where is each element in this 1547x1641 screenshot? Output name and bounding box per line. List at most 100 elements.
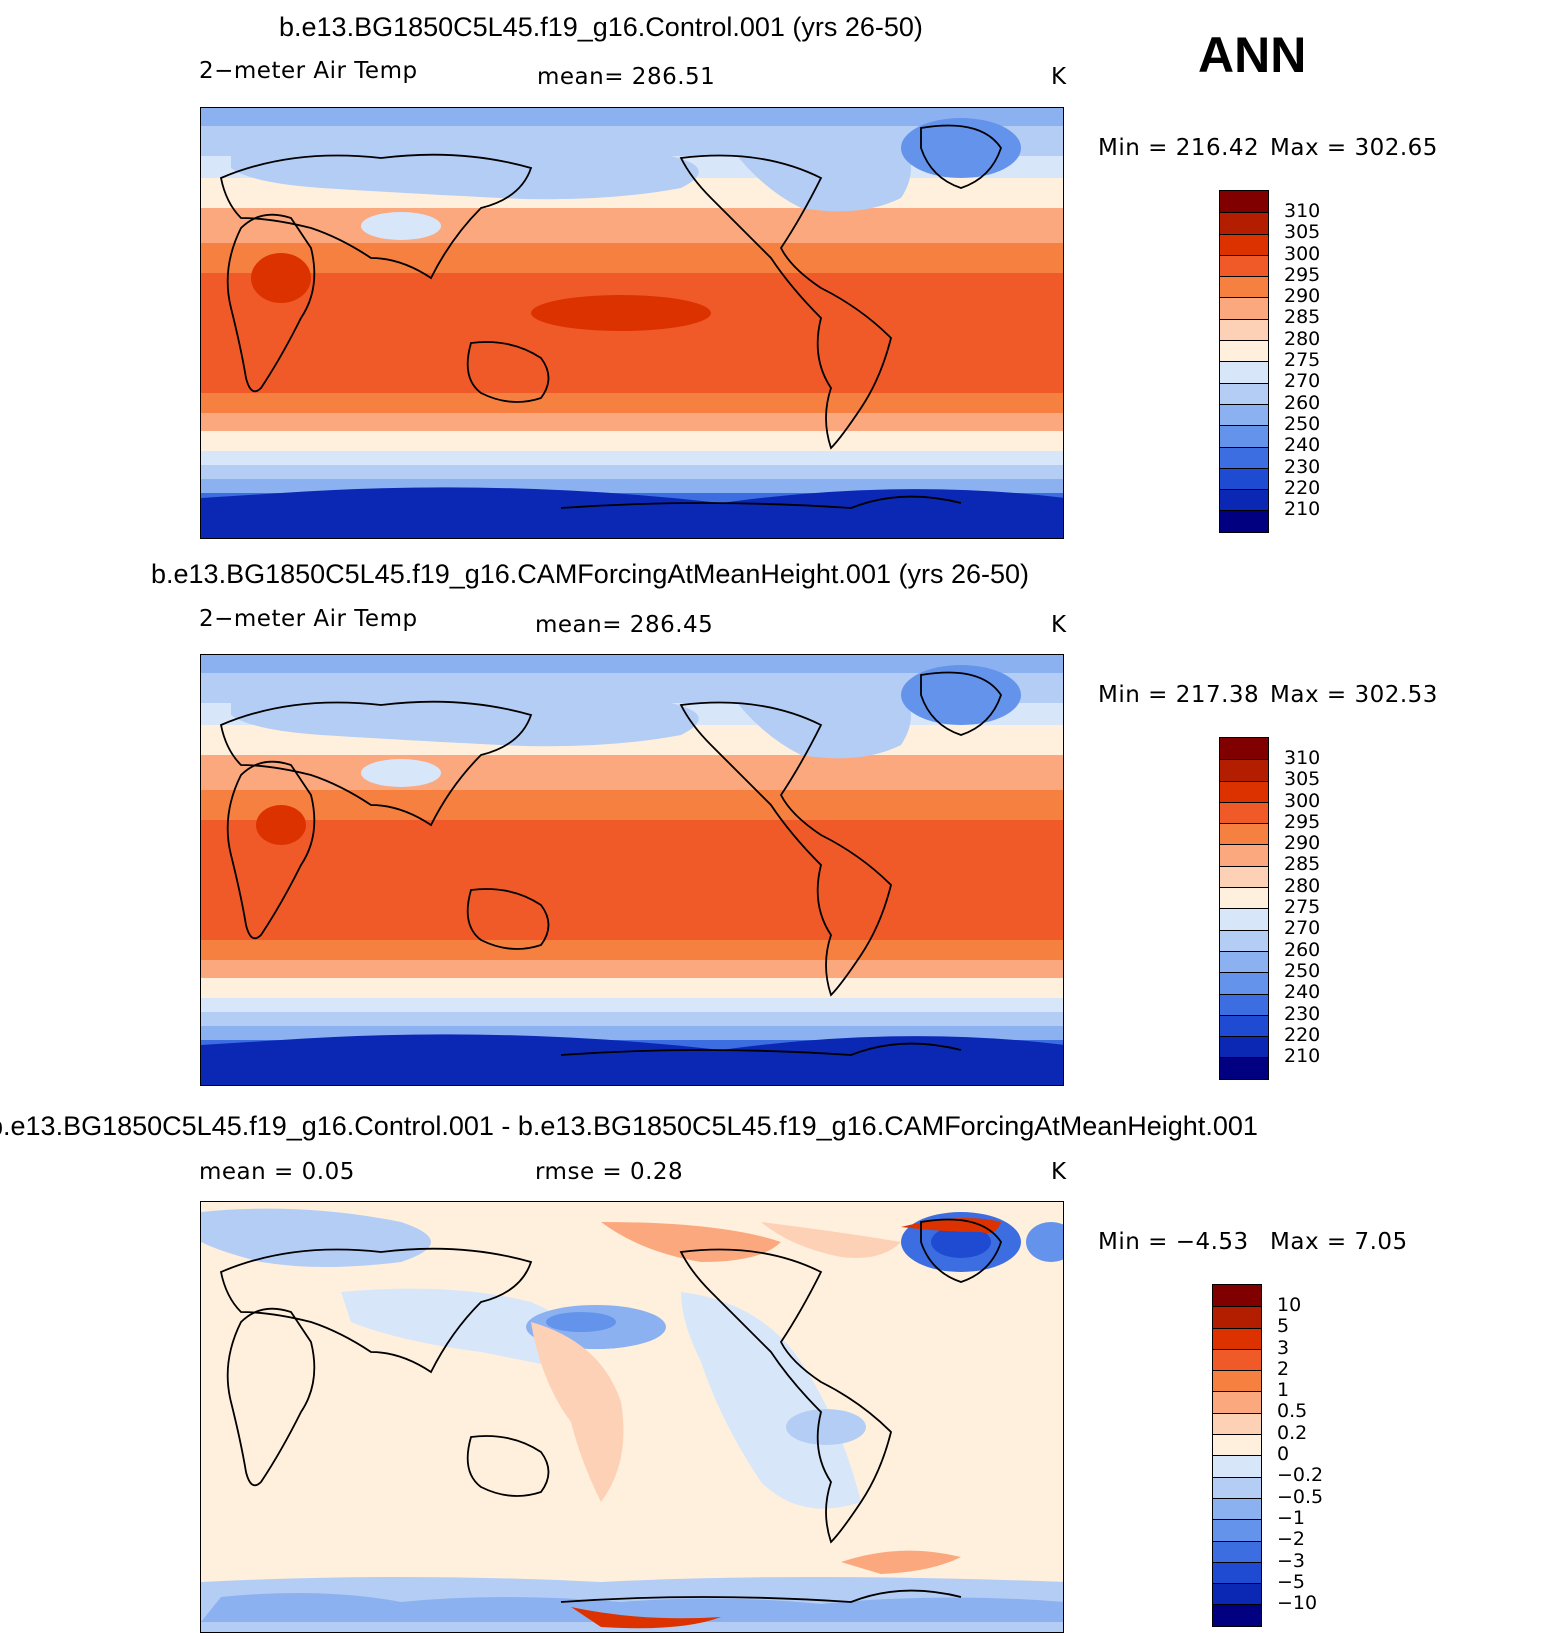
colorbar-segment xyxy=(1220,403,1268,426)
colorbar-segment xyxy=(1220,950,1268,973)
panel2-mean: mean= 286.45 xyxy=(535,612,714,638)
colorbar-segment xyxy=(1220,759,1268,781)
colorbar-tick-label: 240 xyxy=(1284,981,1321,1004)
colorbar-tick-label: 250 xyxy=(1284,959,1321,982)
colorbar-tick-label: 300 xyxy=(1284,789,1321,812)
colorbar-tick-label: 310 xyxy=(1284,200,1321,222)
colorbar-segment xyxy=(1220,1036,1268,1058)
colorbar-segment xyxy=(1220,1057,1268,1079)
colorbar-segment xyxy=(1220,254,1268,277)
colorbar-segment xyxy=(1220,865,1268,888)
colorbar-tick-label: 230 xyxy=(1284,1002,1321,1025)
colorbar-segment xyxy=(1220,780,1268,802)
colorbar-segment xyxy=(1220,993,1268,1015)
colorbar-tick-label: 240 xyxy=(1284,434,1321,457)
colorbar-tick-label: 220 xyxy=(1284,1023,1321,1046)
colorbar-tick-label: 1 xyxy=(1277,1379,1290,1402)
colorbar-segment xyxy=(1220,297,1268,319)
colorbar-tick-label: 310 xyxy=(1284,747,1321,769)
colorbar-tick-label: 210 xyxy=(1284,1045,1321,1068)
colorbar-segment xyxy=(1213,1519,1261,1541)
colorbar-tick-label: 220 xyxy=(1284,476,1321,499)
panel2-title: b.e13.BG1850C5L45.f19_g16.CAMForcingAtMe… xyxy=(151,559,1030,589)
colorbar-segment xyxy=(1213,1604,1261,1626)
colorbar-segment xyxy=(1220,233,1268,255)
colorbar-segment xyxy=(1220,318,1268,341)
colorbar-tick-label: 295 xyxy=(1284,810,1321,833)
colorbar-segment xyxy=(1220,801,1268,824)
panel1-max: Max = 302.65 xyxy=(1270,135,1438,161)
colorbar-segment xyxy=(1220,823,1268,845)
colorbar-tick-label: 285 xyxy=(1284,853,1321,876)
colorbar-tick-label: 210 xyxy=(1284,498,1321,521)
colorbar-tick-label: 0 xyxy=(1277,1443,1290,1466)
colorbar-tick-label: 300 xyxy=(1284,242,1321,265)
colorbar-tick-label: 10 xyxy=(1277,1294,1302,1316)
colorbar-tick-label: 260 xyxy=(1284,391,1321,414)
panel3-title: b.e13.BG1850C5L45.f19_g16.Control.001 - … xyxy=(0,1111,1258,1141)
colorbar-tick-label: −2 xyxy=(1277,1528,1306,1551)
colorbar-segment xyxy=(1220,361,1268,383)
panel1-min: Min = 216.42 xyxy=(1098,135,1260,161)
panel3-colorbar-ticks: 10 5 3 2 1 0.5 0.2 0 −0.2 −0.5 −1 −2 −3 −5 −10 xyxy=(1277,1294,1324,1614)
colorbar-segment xyxy=(1213,1412,1261,1435)
colorbar-segment xyxy=(1220,738,1268,760)
colorbar-tick-label: 270 xyxy=(1284,917,1321,940)
panel2-units: K xyxy=(1051,612,1067,638)
colorbar-tick-label: −3 xyxy=(1277,1549,1306,1572)
panel3-max: Max = 7.05 xyxy=(1270,1229,1408,1255)
colorbar-segment xyxy=(1220,212,1268,234)
colorbar-segment xyxy=(1213,1476,1261,1498)
colorbar-segment xyxy=(1213,1540,1261,1562)
colorbar-tick-label: 275 xyxy=(1284,896,1321,919)
colorbar-tick-label: 280 xyxy=(1284,874,1321,897)
panel1-colorbar-ticks: 310 305 300 295 290 285 280 275 270 260 250 240 230 2… xyxy=(1284,200,1321,521)
panel2-max: Max = 302.53 xyxy=(1270,682,1438,708)
panel3-min: Min = −4.53 xyxy=(1098,1229,1249,1255)
colorbar-segment xyxy=(1213,1497,1261,1520)
colorbar-tick-label: −0.2 xyxy=(1277,1464,1324,1487)
panel1-units: K xyxy=(1051,64,1067,90)
colorbar-tick-label: 5 xyxy=(1277,1315,1290,1338)
colorbar-segment xyxy=(1213,1434,1261,1456)
panel3-map xyxy=(200,1201,1064,1633)
panel1-map xyxy=(200,107,1064,539)
colorbar-segment xyxy=(1220,446,1268,468)
colorbar-segment xyxy=(1220,489,1268,511)
panel2-map xyxy=(200,654,1064,1086)
colorbar-tick-label: 0.5 xyxy=(1277,1400,1308,1423)
panel2-colorbar-ticks: 310 305 300 295 290 285 280 275 270 260 250 240 230 2… xyxy=(1284,747,1321,1068)
colorbar-tick-label: 270 xyxy=(1284,370,1321,393)
colorbar-segment xyxy=(1220,510,1268,532)
colorbar-tick-label: 305 xyxy=(1284,768,1321,791)
panel2-colorbar xyxy=(1219,737,1269,1080)
colorbar-tick-label: 280 xyxy=(1284,327,1321,350)
colorbar-tick-label: 230 xyxy=(1284,455,1321,478)
colorbar-tick-label: 3 xyxy=(1277,1336,1290,1359)
colorbar-segment xyxy=(1220,844,1268,866)
colorbar-segment xyxy=(1213,1327,1261,1349)
panel2-min: Min = 217.38 xyxy=(1098,682,1260,708)
colorbar-tick-label: 2 xyxy=(1277,1357,1290,1380)
colorbar-tick-label: 285 xyxy=(1284,306,1321,329)
colorbar-tick-label: 305 xyxy=(1284,221,1321,244)
colorbar-segment xyxy=(1213,1391,1261,1413)
colorbar-segment xyxy=(1220,340,1268,362)
colorbar-segment xyxy=(1213,1306,1261,1328)
colorbar-tick-label: 290 xyxy=(1284,832,1321,855)
colorbar-segment xyxy=(1220,382,1268,404)
colorbar-segment xyxy=(1213,1583,1261,1605)
colorbar-segment xyxy=(1220,425,1268,447)
panel1-colorbar xyxy=(1219,190,1269,533)
colorbar-tick-label: 0.2 xyxy=(1277,1421,1308,1444)
colorbar-segment xyxy=(1220,887,1268,909)
colorbar-segment xyxy=(1213,1348,1261,1371)
colorbar-segment xyxy=(1220,467,1268,490)
colorbar-tick-label: 290 xyxy=(1284,285,1321,308)
panel3-mean: mean = 0.05 xyxy=(199,1159,355,1185)
colorbar-segment xyxy=(1213,1455,1261,1477)
colorbar-tick-label: −0.5 xyxy=(1277,1485,1324,1508)
colorbar-segment xyxy=(1220,276,1268,298)
colorbar-segment xyxy=(1220,1014,1268,1037)
panel1-mean: mean= 286.51 xyxy=(537,64,716,90)
